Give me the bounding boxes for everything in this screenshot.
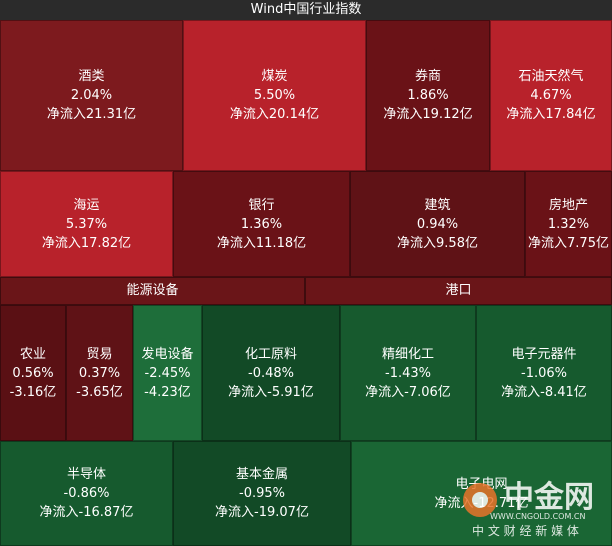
tile: 精细化工 -1.43% 净流入-7.06亿 — [340, 305, 476, 441]
watermark: 中金网 WWW.CNGOLD.COM.CN 中 文 财 经 新 媒 体 — [460, 478, 610, 544]
tile-change: -0.95% — [239, 486, 285, 501]
tile-change: 5.50% — [253, 88, 296, 103]
logo-slogan: 中 文 财 经 新 媒 体 — [472, 524, 579, 538]
tile: 半导体 -0.86% 净流入-16.87亿 — [0, 441, 173, 546]
tile-flow: 净流入-8.41亿 — [501, 384, 587, 400]
group-label: 能源设备 — [0, 277, 305, 305]
tile-flow: 净流入-16.87亿 — [39, 505, 134, 520]
group-label: 港口 — [305, 277, 612, 305]
tile-name: 农业 — [19, 346, 46, 362]
tile-change: 4.67% — [530, 88, 572, 103]
tile-name: 半导体 — [66, 467, 106, 482]
tile-name: 贸易 — [86, 346, 113, 362]
tile-name: 石油天然气 — [518, 69, 584, 84]
tile-flow: -4.23亿 — [144, 384, 191, 400]
tile-name: 券商 — [414, 69, 441, 84]
tile-change: 0.37% — [78, 365, 121, 381]
tile-change: -1.43% — [385, 365, 431, 381]
tile-change: -1.06% — [521, 365, 567, 381]
tile: 海运 5.37% 净流入17.82亿 — [0, 171, 173, 277]
tile: 券商 1.86% 净流入19.12亿 — [366, 20, 490, 171]
tile-change: -0.48% — [248, 365, 294, 381]
tile-change: 1.36% — [240, 216, 283, 232]
tile-flow: -3.65亿 — [76, 384, 123, 400]
chart-title: Wind中国行业指数 — [0, 0, 612, 20]
tile-flow: 净流入17.84亿 — [506, 107, 596, 122]
tile: 石油天然气 4.67% 净流入17.84亿 — [490, 20, 612, 171]
tile-name: 化工原料 — [244, 346, 297, 362]
tile-flow: 净流入17.82亿 — [41, 235, 132, 251]
tile: 化工原料 -0.48% 净流入-5.91亿 — [202, 305, 340, 441]
tile-change: 5.37% — [65, 216, 108, 232]
tile-name: 酒类 — [78, 69, 105, 84]
tile-flow: 净流入20.14亿 — [229, 107, 320, 122]
tile: 建筑 0.94% 净流入9.58亿 — [350, 171, 525, 277]
tile-name: 建筑 — [424, 197, 451, 213]
tile-name: 银行 — [248, 197, 275, 213]
tile-change: 0.56% — [12, 365, 54, 381]
tile: 银行 1.36% 净流入11.18亿 — [173, 171, 350, 277]
tile-change: 2.04% — [70, 88, 113, 103]
tile-change: -0.86% — [63, 486, 110, 501]
tile: 酒类 2.04% 净流入21.31亿 — [0, 20, 183, 171]
tile-name: 精细化工 — [381, 346, 434, 362]
tile-flow: 净流入11.18亿 — [216, 235, 307, 251]
tile: 发电设备 -2.45% -4.23亿 — [133, 305, 202, 441]
tile: 煤炭 5.50% 净流入20.14亿 — [183, 20, 366, 171]
tile-change: 1.32% — [547, 216, 590, 232]
tile-flow: 净流入-5.91亿 — [228, 384, 314, 400]
tile-change: -2.45% — [144, 365, 191, 381]
tile-change: 1.86% — [407, 88, 449, 103]
tile-flow: 净流入19.12亿 — [383, 107, 473, 122]
logo-url: WWW.CNGOLD.COM.CN — [490, 512, 586, 521]
tile: 房地产 1.32% 净流入7.75亿 — [525, 171, 612, 277]
tile-name: 基本金属 — [235, 467, 288, 482]
tile-flow: 净流入-7.06亿 — [365, 384, 451, 400]
tile-name: 发电设备 — [141, 346, 194, 362]
tile: 农业 0.56% -3.16亿 — [0, 305, 66, 441]
tile-flow: -3.16亿 — [9, 384, 57, 400]
tile-change: 0.94% — [416, 216, 459, 232]
tile-flow: 净流入7.75亿 — [528, 235, 609, 251]
tile-name: 海运 — [73, 197, 100, 213]
logo-text: 中金网 — [504, 480, 594, 515]
tile-name: 煤炭 — [261, 69, 288, 84]
tile: 电子元器件 -1.06% 净流入-8.41亿 — [476, 305, 612, 441]
tile-name: 电子元器件 — [511, 346, 577, 362]
tile-flow: 净流入9.58亿 — [397, 235, 478, 251]
tile-flow: 净流入21.31亿 — [46, 107, 137, 122]
tile: 贸易 0.37% -3.65亿 — [66, 305, 133, 441]
tile: 基本金属 -0.95% 净流入-19.07亿 — [173, 441, 351, 546]
tile-flow: 净流入-19.07亿 — [215, 505, 309, 520]
tile-name: 房地产 — [548, 197, 588, 213]
logo-icon — [463, 483, 497, 517]
